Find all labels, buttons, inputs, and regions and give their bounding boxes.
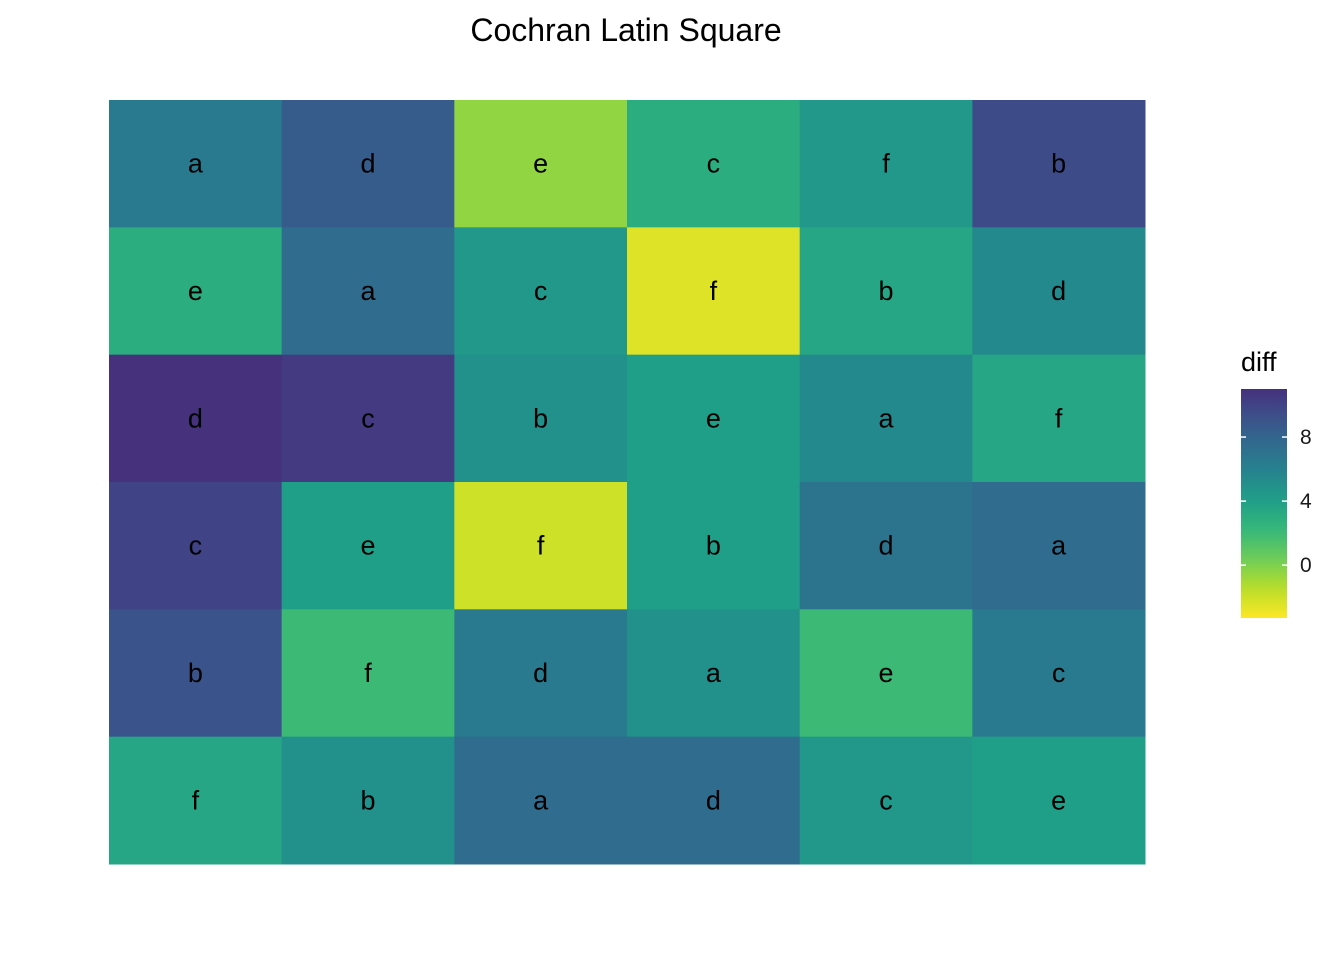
- heatmap-cell: [281, 736, 455, 865]
- heatmap-cell: [109, 609, 283, 738]
- cell-treatment-label: c: [1052, 658, 1066, 688]
- heatmap-cell: [281, 227, 455, 356]
- heatmap-cell: [454, 227, 628, 356]
- heatmap-cell: [627, 736, 801, 865]
- heatmap-cell: [281, 609, 455, 738]
- heatmap-cell: [281, 482, 455, 610]
- heatmap-cell: [454, 100, 628, 228]
- heatmap-cell: [109, 227, 283, 356]
- heatmap-cell: [799, 100, 973, 228]
- chart-title: Cochran Latin Square: [470, 12, 781, 48]
- legend-colorbar: [1241, 389, 1287, 618]
- heatmap-cells: [109, 100, 1146, 865]
- heatmap-cell: [799, 736, 973, 865]
- heatmap-cell: [972, 736, 1146, 865]
- cell-treatment-label: a: [360, 276, 376, 306]
- heatmap-cell: [972, 482, 1146, 610]
- legend-tick-label: 4: [1300, 490, 1312, 513]
- cell-treatment-label: c: [534, 276, 548, 306]
- heatmap-cell: [454, 354, 628, 483]
- legend-tick-label: 0: [1300, 554, 1312, 577]
- heatmap-cell-labels: a d e c f b e a c f b d d c b e a f c e f b d a b f d a e c f b a d c e: [188, 149, 1067, 816]
- cell-treatment-label: a: [878, 403, 894, 433]
- cell-treatment-label: e: [706, 403, 721, 433]
- heatmap-cell: [799, 609, 973, 738]
- heatmap-cell: [972, 609, 1146, 738]
- cell-treatment-label: d: [533, 658, 548, 688]
- heatmap-cell: [281, 100, 455, 228]
- cell-treatment-label: c: [189, 531, 203, 561]
- cell-treatment-label: e: [188, 276, 203, 306]
- legend-title: diff: [1241, 347, 1277, 377]
- heatmap-cell: [799, 227, 973, 356]
- heatmap-cell: [454, 609, 628, 738]
- cell-treatment-label: f: [192, 785, 200, 815]
- cell-treatment-label: b: [188, 658, 203, 688]
- legend-tick-label: 8: [1300, 426, 1312, 449]
- heatmap-cell: [627, 609, 801, 738]
- heatmap-cell: [627, 482, 801, 610]
- heatmap-cell: [627, 100, 801, 228]
- heatmap-cell: [799, 354, 973, 483]
- heatmap-cell: [627, 227, 801, 356]
- heatmap-cell: [281, 354, 455, 483]
- cell-treatment-label: a: [1051, 531, 1067, 561]
- cell-treatment-label: b: [360, 785, 375, 815]
- heatmap-cell: [972, 100, 1146, 228]
- cell-treatment-label: c: [361, 403, 375, 433]
- cell-treatment-label: b: [533, 403, 548, 433]
- cell-treatment-label: d: [878, 531, 893, 561]
- cell-treatment-label: f: [537, 531, 545, 561]
- heatmap-cell: [109, 482, 283, 610]
- heatmap-cell: [109, 100, 283, 228]
- heatmap-cell: [972, 227, 1146, 356]
- cell-treatment-label: a: [188, 149, 204, 179]
- cell-treatment-label: f: [710, 276, 718, 306]
- heatmap-cell: [454, 736, 628, 865]
- cell-treatment-label: b: [706, 531, 721, 561]
- cell-treatment-label: a: [533, 785, 549, 815]
- cell-treatment-label: e: [1051, 785, 1066, 815]
- heatmap-cell: [972, 354, 1146, 483]
- heatmap-cell: [627, 354, 801, 483]
- cell-treatment-label: e: [878, 658, 893, 688]
- cell-treatment-label: f: [882, 149, 890, 179]
- heatmap-cell: [109, 736, 283, 865]
- heatmap-cell: [454, 482, 628, 610]
- cell-treatment-label: d: [706, 785, 721, 815]
- cell-treatment-label: e: [533, 149, 548, 179]
- legend: diff 0 4 8: [1241, 347, 1312, 618]
- cell-treatment-label: a: [706, 658, 722, 688]
- cell-treatment-label: b: [1051, 149, 1066, 179]
- cell-treatment-label: c: [707, 149, 721, 179]
- cell-treatment-label: b: [878, 276, 893, 306]
- legend-ticks: 0 4 8: [1241, 426, 1312, 577]
- heatmap-cell: [799, 482, 973, 610]
- cell-treatment-label: e: [360, 531, 375, 561]
- cell-treatment-label: c: [879, 785, 893, 815]
- heatmap-cell: [109, 354, 283, 483]
- cell-treatment-label: d: [1051, 276, 1066, 306]
- cell-treatment-label: f: [1055, 403, 1063, 433]
- cell-treatment-label: f: [364, 658, 372, 688]
- cell-treatment-label: d: [360, 149, 375, 179]
- cell-treatment-label: d: [188, 403, 203, 433]
